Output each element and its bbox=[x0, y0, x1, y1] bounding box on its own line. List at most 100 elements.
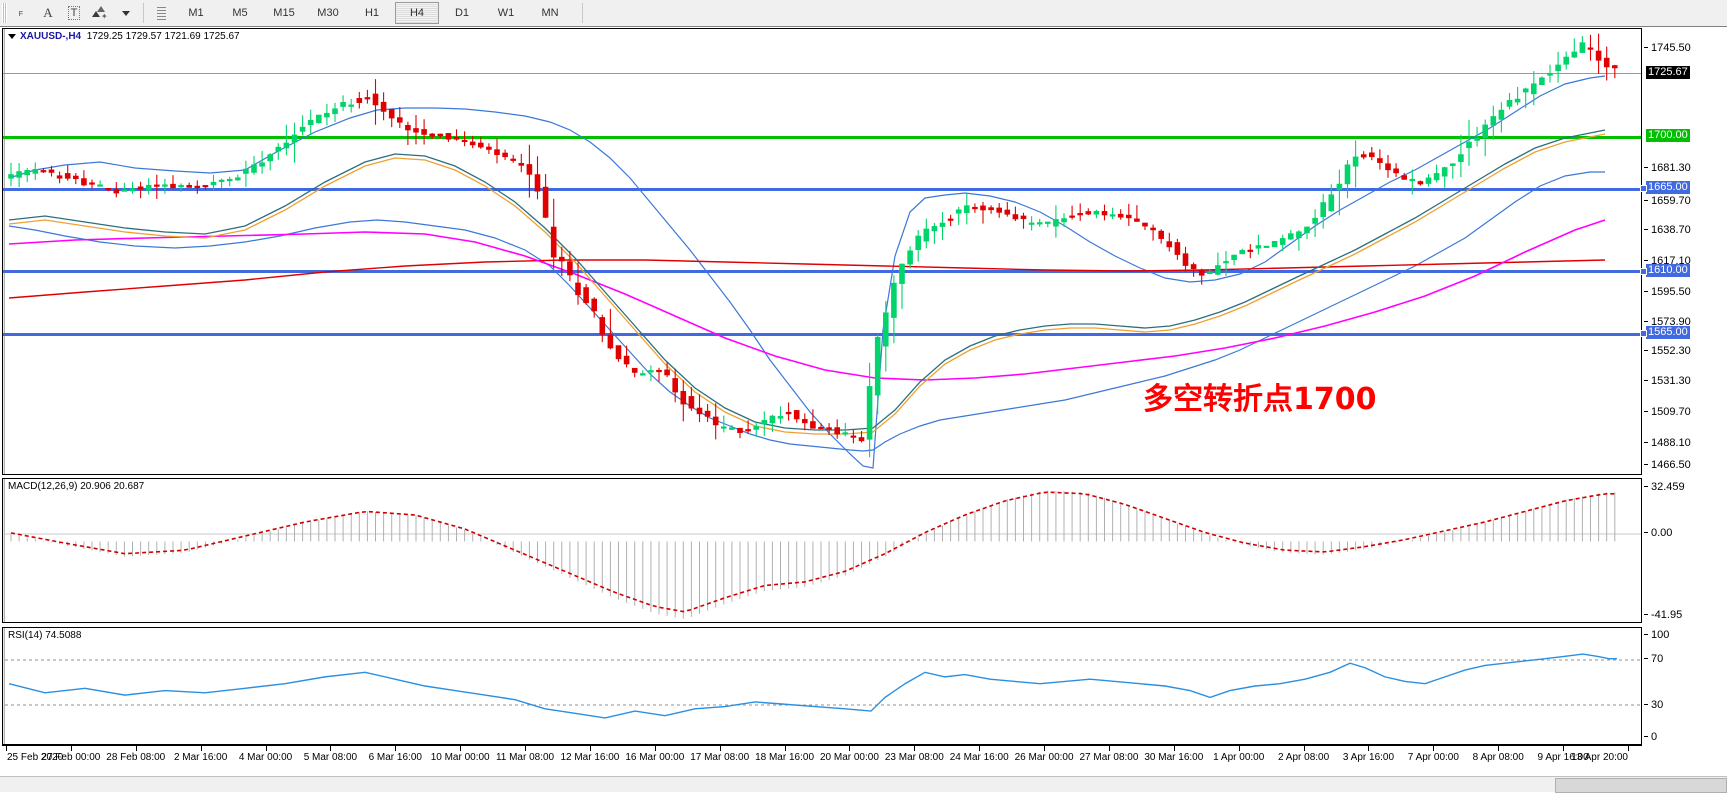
time-axis-label: 8 Apr 08:00 bbox=[1472, 752, 1524, 763]
rsi-tick: 70 bbox=[1644, 653, 1663, 665]
symbol-header: XAUUSD-,H4 1729.25 1729.57 1721.69 1725.… bbox=[8, 31, 240, 42]
time-axis-label: 28 Feb 08:00 bbox=[106, 752, 166, 763]
time-axis-label: 27 Mar 08:00 bbox=[1079, 752, 1139, 763]
time-tick bbox=[1628, 745, 1629, 751]
time-axis-label: 4 Mar 00:00 bbox=[238, 752, 293, 763]
time-tick bbox=[589, 745, 591, 751]
level-line-1565[interactable] bbox=[3, 333, 1641, 336]
time-tick bbox=[460, 745, 462, 751]
time-axis-label: 18 Mar 16:00 bbox=[755, 752, 815, 763]
crosshair-grid-icon[interactable]: F bbox=[18, 11, 23, 18]
toolbar-drag-handle[interactable] bbox=[2, 3, 7, 23]
time-tick bbox=[1173, 745, 1175, 751]
price-tick: 1681.30 bbox=[1644, 162, 1691, 174]
level-drag-handle[interactable] bbox=[1640, 330, 1647, 337]
rsi-left-grip[interactable] bbox=[3, 628, 5, 744]
price-tick: 1488.10 bbox=[1644, 437, 1691, 449]
level-drag-handle[interactable] bbox=[1640, 185, 1647, 192]
macd-scale[interactable]: 32.459 0.00 -41.95 bbox=[1644, 478, 1727, 623]
level-label-1665[interactable]: 1665.00 bbox=[1640, 181, 1690, 194]
objects-icon[interactable]: ✦ bbox=[87, 2, 113, 24]
chart-window[interactable]: XAUUSD-,H4 1729.25 1729.57 1721.69 1725.… bbox=[0, 26, 1727, 793]
text-label-icon[interactable]: A bbox=[43, 5, 53, 20]
level-line-1665[interactable] bbox=[3, 188, 1641, 191]
price-chart-graphics bbox=[8, 33, 1618, 469]
time-axis-label: 3 Apr 16:00 bbox=[1342, 752, 1395, 763]
time-tick bbox=[1044, 745, 1046, 751]
macd-left-grip[interactable] bbox=[3, 479, 5, 622]
time-axis-label: 2 Apr 08:00 bbox=[1278, 752, 1330, 763]
macd-tick: -41.95 bbox=[1644, 609, 1682, 621]
time-axis-label: 27 Feb 00:00 bbox=[41, 752, 101, 763]
current-price-line bbox=[3, 73, 1641, 74]
price-tick: 1638.70 bbox=[1644, 224, 1691, 236]
level-label-1610[interactable]: 1610.00 bbox=[1640, 264, 1690, 277]
price-tick: 1509.70 bbox=[1644, 406, 1691, 418]
time-axis-label: 17 Mar 08:00 bbox=[690, 752, 750, 763]
macd-label: MACD(12,26,9) 20.906 20.687 bbox=[8, 481, 145, 492]
level-line-1700[interactable] bbox=[3, 136, 1641, 139]
price-tick: 1573.90 bbox=[1644, 316, 1691, 328]
price-scale[interactable]: 1745.50 1725.67 1700.00 1681.30 1665.00 … bbox=[1640, 28, 1727, 475]
level-drag-handle[interactable] bbox=[1640, 268, 1647, 275]
time-tick bbox=[1303, 745, 1305, 751]
collapse-arrow-icon[interactable] bbox=[8, 33, 16, 39]
time-tick bbox=[784, 745, 786, 751]
time-axis-label: 23 Mar 08:00 bbox=[884, 752, 944, 763]
time-tick bbox=[1238, 745, 1240, 751]
time-axis-label: 1 Apr 00:00 bbox=[1213, 752, 1265, 763]
timeframe-m5[interactable]: M5 bbox=[232, 7, 248, 19]
level-label-1700[interactable]: 1700.00 bbox=[1646, 129, 1690, 142]
time-axis[interactable]: 25 Feb 2020 27 Feb 00:00 28 Feb 08:00 2 Mar… bbox=[2, 745, 1642, 792]
chart-annotation: 多空转折点1700 bbox=[1143, 382, 1377, 417]
time-axis-line bbox=[2, 745, 1642, 746]
time-axis-label: 24 Mar 16:00 bbox=[949, 752, 1009, 763]
toolbar-divider bbox=[143, 3, 144, 23]
macd-tick: 32.459 bbox=[1644, 481, 1685, 493]
timeframe-h4[interactable]: H4 bbox=[395, 2, 439, 24]
rsi-panel[interactable]: RSI(14) 74.5088 bbox=[2, 627, 1642, 745]
symbol-name: XAUUSD-,H4 bbox=[20, 31, 82, 42]
chevron-down-icon[interactable] bbox=[113, 2, 139, 24]
time-tick bbox=[395, 745, 397, 751]
time-axis-label: 10 Mar 00:00 bbox=[430, 752, 490, 763]
panel-left-grip[interactable] bbox=[3, 29, 5, 474]
timeframe-m1[interactable]: M1 bbox=[188, 7, 204, 19]
macd-panel[interactable]: MACD(12,26,9) 20.906 20.687 bbox=[2, 478, 1642, 623]
rsi-tick: 30 bbox=[1644, 699, 1663, 711]
time-tick bbox=[135, 745, 137, 751]
level-label-1565[interactable]: 1565.00 bbox=[1640, 326, 1690, 339]
time-tick bbox=[70, 745, 72, 751]
time-axis-label: 25 Feb 2020 bbox=[7, 752, 64, 763]
time-tick bbox=[849, 745, 851, 751]
time-tick bbox=[265, 745, 267, 751]
rsi-scale[interactable]: 100 70 30 0 bbox=[1644, 627, 1727, 745]
time-tick bbox=[1368, 745, 1370, 751]
timeframe-mn[interactable]: MN bbox=[541, 7, 559, 19]
time-tick bbox=[6, 745, 7, 751]
macd-tick: 0.00 bbox=[1644, 527, 1672, 539]
time-tick bbox=[654, 745, 656, 751]
toolbar-divider-2 bbox=[582, 3, 583, 23]
rsi-tick: 0 bbox=[1644, 731, 1657, 743]
time-axis-label: 16 Mar 00:00 bbox=[625, 752, 685, 763]
price-chart-panel[interactable]: XAUUSD-,H4 1729.25 1729.57 1721.69 1725.… bbox=[2, 28, 1642, 475]
time-axis-label: 2 Mar 16:00 bbox=[173, 752, 228, 763]
timeframe-d1[interactable]: D1 bbox=[454, 7, 470, 19]
timeframe-m15[interactable]: M15 bbox=[273, 7, 295, 19]
rsi-tick: 100 bbox=[1644, 629, 1669, 641]
level-line-1610[interactable] bbox=[3, 270, 1641, 273]
text-object-icon[interactable]: T bbox=[61, 2, 87, 24]
time-axis-label: 30 Mar 16:00 bbox=[1144, 752, 1204, 763]
main-toolbar: F A T ✦ M1 M5 M15 M30 H1 H4 D1 W1 MN bbox=[0, 0, 1727, 27]
timeframe-h1[interactable]: H1 bbox=[364, 7, 380, 19]
timeframe-grip-icon[interactable] bbox=[148, 2, 174, 24]
timeframe-w1[interactable]: W1 bbox=[497, 7, 515, 19]
rsi-graphics bbox=[5, 653, 1641, 719]
timeframe-m30[interactable]: M30 bbox=[317, 7, 339, 19]
time-tick bbox=[200, 745, 202, 751]
time-tick bbox=[1433, 745, 1435, 751]
price-tick: 1552.30 bbox=[1644, 345, 1691, 357]
horizontal-scrollbar[interactable] bbox=[0, 776, 1727, 793]
time-tick bbox=[1498, 745, 1500, 751]
